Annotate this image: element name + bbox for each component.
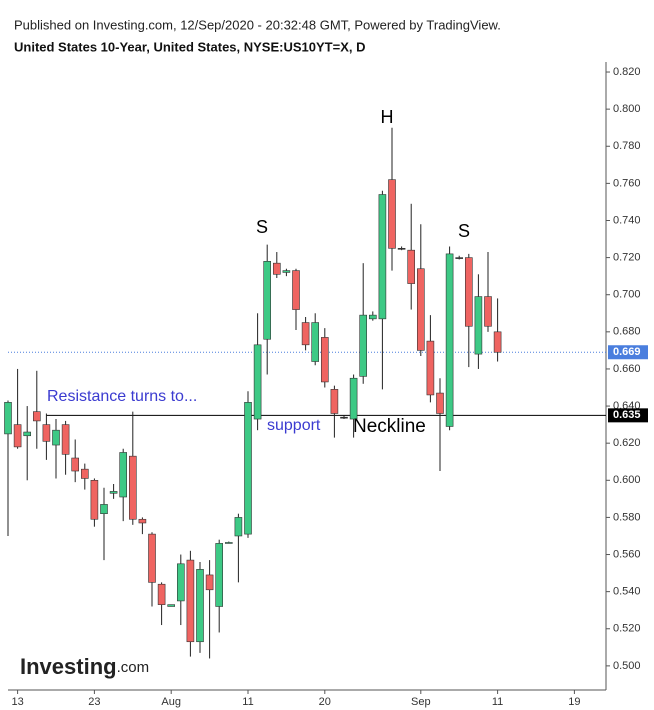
- x-tick-label: 13: [11, 696, 23, 708]
- candle-body: [445, 253, 454, 427]
- logo-name: Investing: [20, 654, 117, 679]
- candle-body: [205, 574, 214, 591]
- candle-body: [253, 344, 262, 420]
- y-tick-label: 0.600: [613, 474, 641, 486]
- x-tick-label: 11: [492, 696, 503, 708]
- logo: Investing.com: [20, 654, 149, 679]
- candle-body: [464, 257, 473, 327]
- candle-body: [61, 424, 70, 455]
- annotation: H: [381, 107, 394, 127]
- price-label: 0.635: [613, 409, 641, 421]
- y-tick-label: 0.800: [613, 103, 641, 115]
- candle-body: [13, 424, 22, 448]
- candle-body: [71, 457, 79, 472]
- price-label-box: [608, 345, 648, 360]
- candle-body: [167, 604, 175, 607]
- candle-body: [215, 543, 223, 607]
- annotation: Neckline: [353, 416, 426, 437]
- candle-body: [340, 416, 348, 419]
- y-tick-label: 0.560: [613, 548, 641, 560]
- candle-body: [388, 179, 396, 249]
- candle-body: [378, 194, 387, 320]
- candle-body: [397, 248, 406, 250]
- candle-body: [244, 402, 252, 535]
- y-tick-label: 0.720: [613, 252, 641, 264]
- candle-body: [177, 563, 185, 602]
- candle-body: [426, 340, 435, 396]
- candle-body: [90, 479, 99, 520]
- y-tick-label: 0.680: [613, 326, 641, 338]
- candle-body: [349, 377, 358, 420]
- candle-body: [455, 257, 464, 259]
- x-tick-label: 23: [88, 696, 100, 708]
- candle-body: [330, 389, 339, 414]
- y-tick-label: 0.620: [613, 437, 641, 449]
- y-tick-label: 0.540: [613, 586, 641, 598]
- y-tick-label: 0.500: [613, 660, 641, 672]
- candle-body: [157, 583, 166, 605]
- candle-body: [32, 411, 41, 422]
- candle-body: [186, 559, 195, 643]
- candle-body: [292, 270, 300, 310]
- candle-body: [4, 402, 12, 435]
- candle-body: [436, 392, 444, 414]
- candle-body: [119, 452, 127, 498]
- x-tick-label: Sep: [411, 696, 431, 708]
- y-tick-label: 0.820: [613, 66, 641, 78]
- candle-body: [100, 504, 108, 514]
- annotation: Resistance turns to...: [47, 388, 197, 405]
- annotation: S: [256, 217, 268, 237]
- candle-body: [493, 331, 502, 353]
- x-tick-label: 19: [568, 696, 580, 708]
- candle-body: [42, 424, 51, 442]
- y-tick-label: 0.520: [613, 623, 641, 635]
- chart-title: United States 10-Year, United States, NY…: [14, 39, 365, 54]
- candle-body: [225, 542, 233, 544]
- y-tick-label: 0.780: [613, 140, 641, 152]
- candle-body: [301, 322, 310, 346]
- y-tick-label: 0.740: [613, 214, 641, 226]
- annotation: S: [458, 221, 470, 241]
- candle-body: [484, 296, 492, 327]
- price-label: 0.669: [613, 346, 641, 358]
- candle-body: [52, 429, 60, 446]
- annotation: support: [267, 417, 321, 434]
- candle-body: [311, 322, 320, 362]
- x-tick-label: 11: [242, 696, 253, 708]
- y-tick-label: 0.760: [613, 177, 641, 189]
- candle-body: [407, 249, 416, 284]
- header: Published on Investing.com, 12/Sep/2020 …: [14, 17, 501, 32]
- candle-body: [138, 518, 147, 524]
- candle-body: [109, 491, 118, 494]
- x-tick-label: 20: [319, 696, 331, 708]
- candle-body: [263, 261, 272, 340]
- price-label-box: [608, 408, 648, 423]
- candle-body: [196, 569, 204, 643]
- candle-body: [474, 296, 483, 355]
- candle-body: [23, 431, 32, 437]
- candle-body: [282, 270, 291, 273]
- candle-body: [234, 517, 243, 537]
- candle-body: [272, 262, 281, 275]
- candle-body: [368, 314, 377, 320]
- candle-body: [320, 337, 329, 383]
- y-tick-label: 0.580: [613, 511, 641, 523]
- y-tick-label: 0.700: [613, 289, 641, 301]
- candle-body: [129, 455, 137, 520]
- logo-suffix: .com: [117, 659, 150, 676]
- candle-body: [416, 268, 425, 351]
- x-tick-label: Aug: [161, 696, 181, 708]
- candle-body: [81, 468, 89, 479]
- candle-body: [148, 533, 156, 583]
- y-tick-label: 0.660: [613, 363, 641, 375]
- candle-body: [359, 314, 368, 377]
